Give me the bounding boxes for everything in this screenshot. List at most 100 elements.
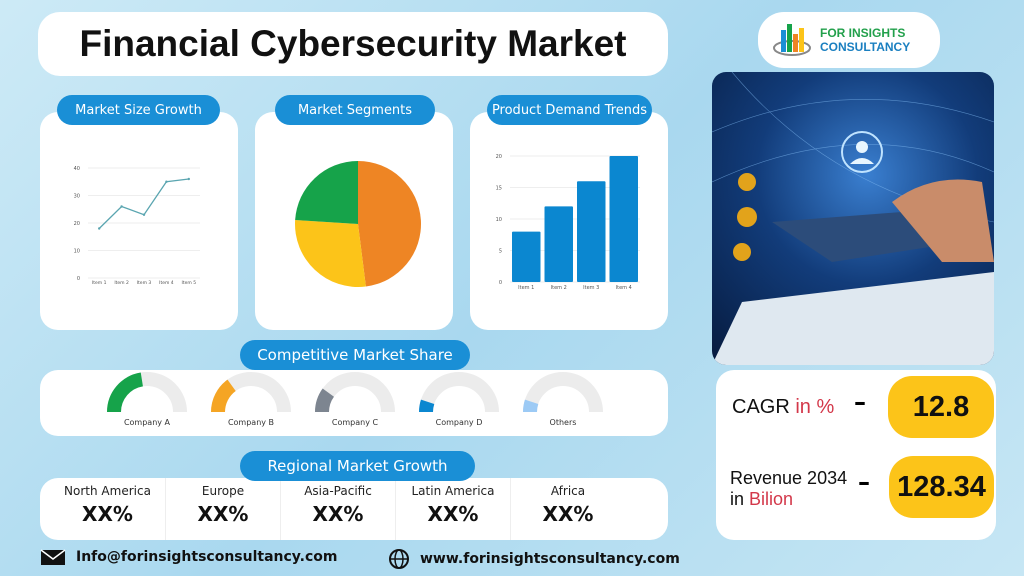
logo-line2: CONSULTANCY	[820, 40, 911, 54]
y-tick-label: 40	[74, 166, 80, 172]
demand-card: 0 5 10 15 20 Item 1 Item 2 Item 3 Item 4	[470, 112, 668, 330]
y-tick-label: 15	[496, 186, 502, 192]
gauge-track	[523, 372, 603, 413]
x-tick-label: Item 5	[182, 280, 197, 286]
revenue-dash: –	[858, 468, 870, 496]
gauge-company-a: Company A	[95, 370, 199, 427]
stats-card: CAGR in % – 12.8 Revenue 2034 in Bilion –…	[716, 370, 996, 540]
y-tick-label: 0	[77, 276, 80, 282]
region-value: XX%	[82, 502, 133, 526]
data-point	[120, 205, 123, 208]
region-name: North America	[64, 484, 151, 498]
pie-slice	[358, 161, 421, 287]
region-value: XX%	[427, 502, 479, 526]
bar	[512, 231, 541, 282]
cybersecurity-illustration	[712, 72, 994, 365]
x-tick-label: Item 4	[616, 285, 632, 291]
region-name: Africa	[550, 484, 586, 498]
gauge-company-b: Company B	[199, 370, 303, 427]
footer-website[interactable]: www.forinsightsconsultancy.com	[388, 548, 680, 570]
x-tick-label: Item 1	[518, 285, 534, 291]
demand-header: Product Demand Trends	[487, 95, 652, 125]
logo-bars-icon	[773, 24, 811, 56]
hero-image	[712, 72, 994, 365]
gauge-chart	[107, 372, 187, 413]
x-tick-label: Item 3	[583, 285, 599, 291]
y-tick-label: 0	[499, 280, 502, 286]
regional-header: Regional Market Growth	[240, 451, 475, 481]
y-tick-label: 20	[496, 154, 502, 160]
segments-header: Market Segments	[275, 95, 435, 125]
data-point	[142, 213, 146, 216]
gauge-company-d: Company D	[407, 370, 511, 427]
bar	[609, 156, 638, 282]
x-tick-label: Item 4	[159, 280, 174, 286]
logo-line1: FOR INSIGHTS	[820, 26, 906, 40]
gauge-chart	[523, 372, 603, 413]
bar-chart: 0 5 10 15 20 Item 1 Item 2 Item 3 Item 4	[496, 154, 640, 291]
gauge-fill	[315, 388, 335, 413]
x-tick-label: Item 2	[114, 280, 129, 286]
gauge-chart	[315, 372, 395, 413]
gauge-fill	[107, 372, 144, 413]
page-title: Financial Cybersecurity Market	[38, 12, 668, 76]
gauge-label: Company C	[331, 418, 379, 427]
competitive-card: Company A Company B Company C Company D Othe…	[40, 370, 668, 436]
gauge-chart	[211, 372, 291, 413]
y-tick-label: 20	[74, 221, 80, 227]
footer-email[interactable]: Info@forinsightsconsultancy.com	[40, 548, 337, 566]
pie-slice	[295, 161, 358, 224]
competitive-header: Competitive Market Share	[240, 340, 470, 370]
gauge-label: Company B	[227, 418, 275, 427]
region-name: Europe	[201, 484, 245, 498]
x-tick-label: Item 3	[137, 280, 152, 286]
cagr-value: 12.8	[888, 376, 994, 438]
data-point	[165, 180, 168, 183]
market-size-header: Market Size Growth	[57, 95, 220, 125]
pie-slice	[295, 220, 366, 287]
data-point	[98, 227, 101, 230]
region-item: North America XX%	[50, 478, 165, 540]
region-item: Asia-Pacific XX%	[280, 478, 395, 540]
gauge-track	[419, 372, 499, 413]
gauge-others: Others	[511, 370, 615, 427]
y-tick-label: 10	[74, 249, 80, 255]
bar	[544, 206, 573, 282]
segments-card	[255, 112, 453, 330]
cagr-dash: –	[854, 388, 866, 416]
gauge-fill	[419, 399, 435, 413]
gauge-label: Company D	[435, 418, 483, 427]
market-size-card: 0 10 20 30 40 Item 1 Item 2 Item 3 Item 4 Item 5	[40, 112, 238, 330]
gauge-label: Company A	[123, 418, 171, 427]
bar	[577, 181, 606, 282]
region-name: Latin America	[411, 484, 495, 498]
region-value: XX%	[542, 502, 594, 526]
region-value: XX%	[197, 502, 249, 526]
data-line	[98, 178, 189, 229]
gauge-fill	[211, 379, 237, 413]
envelope-icon	[40, 549, 66, 565]
region-item: Latin America XX%	[395, 478, 510, 540]
regional-card: North America XX% Europe XX% Asia-Pacific XX%…	[40, 478, 668, 540]
pie-chart	[295, 161, 421, 287]
y-tick-label: 30	[74, 194, 80, 200]
y-tick-label: 10	[496, 217, 502, 223]
x-tick-label: Item 2	[551, 285, 567, 291]
data-point	[187, 177, 190, 181]
revenue-label: Revenue 2034 in Bilion	[730, 468, 848, 509]
y-tick-label: 5	[499, 249, 502, 255]
line-chart: 0 10 20 30 40 Item 1 Item 2 Item 3 Item 4 Item 5	[74, 166, 200, 286]
region-name: Asia-Pacific	[304, 484, 372, 498]
cagr-label: CAGR in %	[732, 396, 835, 418]
globe-icon	[389, 549, 409, 569]
gauge-fill	[523, 399, 539, 413]
region-item: Africa XX%	[510, 478, 625, 540]
logo: FOR INSIGHTS CONSULTANCY	[758, 12, 940, 68]
x-tick-label: Item 1	[92, 280, 107, 286]
gauge-label: Others	[549, 418, 577, 427]
revenue-value: 128.34	[889, 456, 994, 518]
region-value: XX%	[312, 502, 364, 526]
gauge-company-c: Company C	[303, 370, 407, 427]
gauge-chart	[419, 372, 499, 413]
region-item: Europe XX%	[165, 478, 280, 540]
